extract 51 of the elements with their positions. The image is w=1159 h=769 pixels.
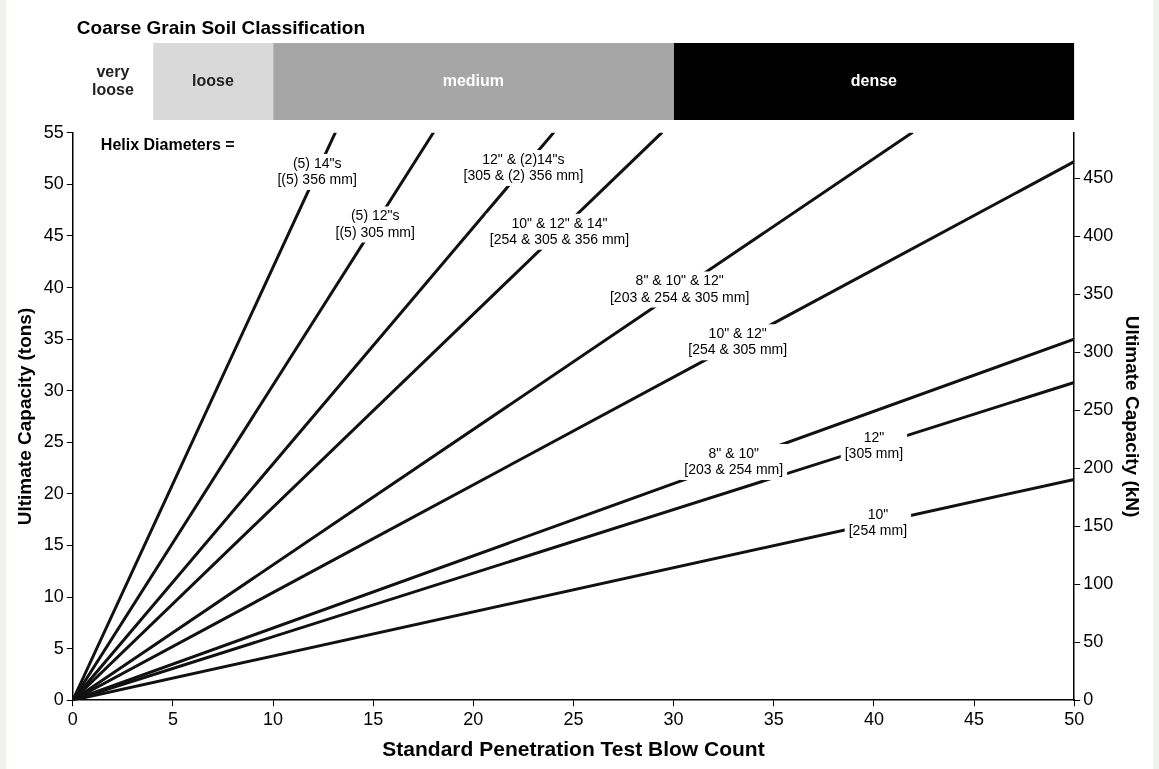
y-tick-label: 45 — [43, 224, 64, 245]
y-tick-label: 50 — [43, 173, 64, 194]
x-tick-label: 30 — [663, 708, 684, 729]
x-tick-label: 10 — [263, 708, 284, 729]
y2-tick-label: 100 — [1083, 573, 1114, 594]
y-tick-label: 20 — [43, 482, 64, 503]
y-tick-label: 10 — [43, 586, 64, 607]
x-tick-label: 15 — [363, 708, 384, 729]
series-label: very loose — [91, 62, 134, 99]
y2-tick-label: 200 — [1083, 457, 1114, 478]
annotation: Helix Diameters = — [100, 136, 235, 154]
y2-tick-label: 150 — [1083, 515, 1114, 536]
y2-tick-label: 450 — [1083, 167, 1114, 188]
series-label: dense — [850, 71, 898, 89]
y2-tick-label: 50 — [1083, 631, 1104, 652]
text: Coarse Grain Soil Classification — [76, 17, 366, 39]
y2-tick-label: 0 — [1083, 689, 1094, 710]
y2-axis-title: Ultimate Capacity (kN) — [1122, 315, 1144, 518]
y-tick-label: 55 — [43, 121, 64, 142]
annotation: 8" & 10" & 12" [203 & 254 & 305 mm] — [609, 272, 750, 305]
annotation: (5) 14"s [(5) 356 mm] — [277, 154, 357, 187]
annotation: 10" & 12" & 14" [254 & 305 & 356 mm] — [489, 214, 630, 247]
y2-tick-label: 400 — [1083, 225, 1114, 246]
annotation: (5) 12"s [(5) 305 mm] — [335, 207, 415, 240]
y-tick-label: 0 — [53, 689, 64, 710]
x-tick-label: 45 — [964, 708, 985, 729]
y-axis-title: Ultimate Capacity (tons) — [13, 307, 35, 526]
y-tick-label: 35 — [43, 328, 64, 349]
y2-tick-label: 250 — [1083, 399, 1114, 420]
y-tick-label: 30 — [43, 379, 64, 400]
x-tick-label: 40 — [863, 708, 884, 729]
y2-tick-label: 350 — [1083, 283, 1114, 304]
annotation: 12" [305 mm] — [844, 429, 904, 462]
x-tick-label: 5 — [167, 708, 178, 729]
annotation: 10" [254 mm] — [848, 505, 908, 538]
x-tick-label: 0 — [67, 708, 78, 729]
series-label: medium — [442, 71, 505, 89]
x-axis-title: Standard Penetration Test Blow Count — [382, 737, 765, 761]
annotation: 10" & 12" [254 & 305 mm] — [688, 325, 788, 358]
x-tick-label: 20 — [463, 708, 484, 729]
y-tick-label: 40 — [43, 276, 64, 297]
annotation: 12" & (2)14"s [305 & (2) 356 mm] — [463, 150, 584, 183]
annotation: 8" & 10" [203 & 254 mm] — [684, 444, 784, 477]
x-tick-label: 25 — [563, 708, 584, 729]
x-tick-label: 50 — [1064, 708, 1085, 729]
series-label: loose — [192, 71, 234, 89]
x-tick-label: 35 — [763, 708, 784, 729]
y-tick-label: 5 — [53, 637, 64, 658]
y2-tick-label: 300 — [1083, 341, 1114, 362]
y-tick-label: 25 — [43, 431, 64, 452]
y-tick-label: 15 — [43, 534, 64, 555]
